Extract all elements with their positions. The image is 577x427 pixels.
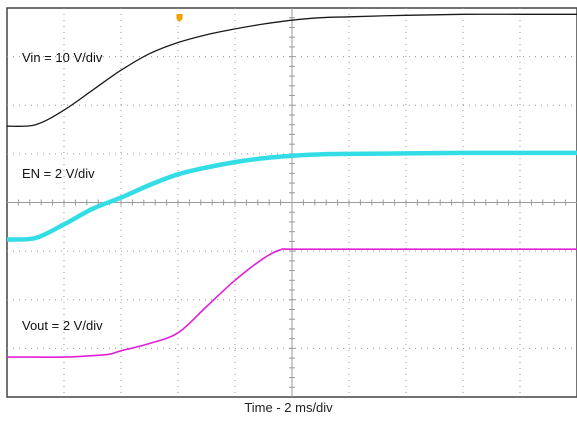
en-label: EN = 2 V/div [22, 166, 95, 181]
en-trace [6, 150, 577, 242]
vin-trace [6, 13, 577, 127]
oscilloscope-plot: Vin = 10 V/div EN = 2 V/div Vout = 2 V/d… [6, 7, 577, 398]
vin-label: Vin = 10 V/div [22, 50, 103, 65]
x-axis-label: Time - 2 ms/div [244, 400, 333, 415]
vout-label: Vout = 2 V/div [22, 318, 103, 333]
vout-trace [7, 248, 577, 359]
trigger-marker [176, 14, 183, 22]
series-layer [6, 13, 577, 359]
